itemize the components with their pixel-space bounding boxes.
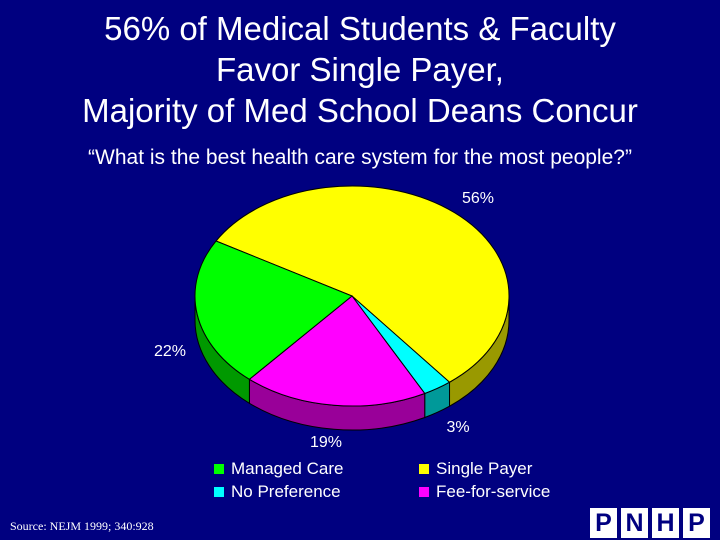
logo-letter: P bbox=[683, 508, 710, 538]
legend-swatch bbox=[214, 463, 224, 474]
legend-label: Single Payer bbox=[436, 458, 533, 478]
chart-title: 56% of Medical Students & Faculty Favor … bbox=[0, 8, 720, 131]
legend-item-no-preference: No Preference bbox=[214, 481, 419, 502]
legend-swatch bbox=[419, 463, 429, 474]
legend-label: Managed Care bbox=[231, 458, 344, 478]
data-label-fee-for-service: 19% bbox=[310, 434, 342, 451]
title-line-3: Majority of Med School Deans Concur bbox=[82, 92, 638, 129]
legend-swatch bbox=[419, 486, 429, 497]
source-citation: Source: NEJM 1999; 340:928 bbox=[10, 519, 154, 533]
legend-swatch bbox=[214, 486, 224, 497]
pie-slice-managed-care bbox=[194, 240, 353, 380]
legend-item-fee-for-service: Fee-for-service bbox=[419, 481, 594, 502]
data-label-managed-care: 22% bbox=[154, 343, 186, 360]
pnhp-logo: P N H P bbox=[590, 508, 710, 538]
logo-letter: N bbox=[621, 508, 648, 538]
title-line-2: Favor Single Payer, bbox=[216, 51, 504, 88]
legend-label: Fee-for-service bbox=[436, 481, 551, 501]
logo-letter: P bbox=[590, 508, 617, 538]
pie-slice-single-payer bbox=[215, 185, 510, 383]
legend: Managed Care Single Payer No Preference … bbox=[214, 458, 594, 502]
data-label-no-preference: 3% bbox=[446, 419, 469, 436]
title-line-1: 56% of Medical Students & Faculty bbox=[104, 10, 616, 47]
chart-subtitle: “What is the best health care system for… bbox=[88, 146, 632, 169]
data-label-single-payer: 56% bbox=[462, 190, 494, 207]
legend-label: No Preference bbox=[231, 481, 341, 501]
logo-letter: H bbox=[652, 508, 679, 538]
legend-item-single-payer: Single Payer bbox=[419, 458, 594, 479]
legend-item-managed-care: Managed Care bbox=[214, 458, 419, 479]
pie-slice-fee-for-service bbox=[248, 295, 426, 407]
